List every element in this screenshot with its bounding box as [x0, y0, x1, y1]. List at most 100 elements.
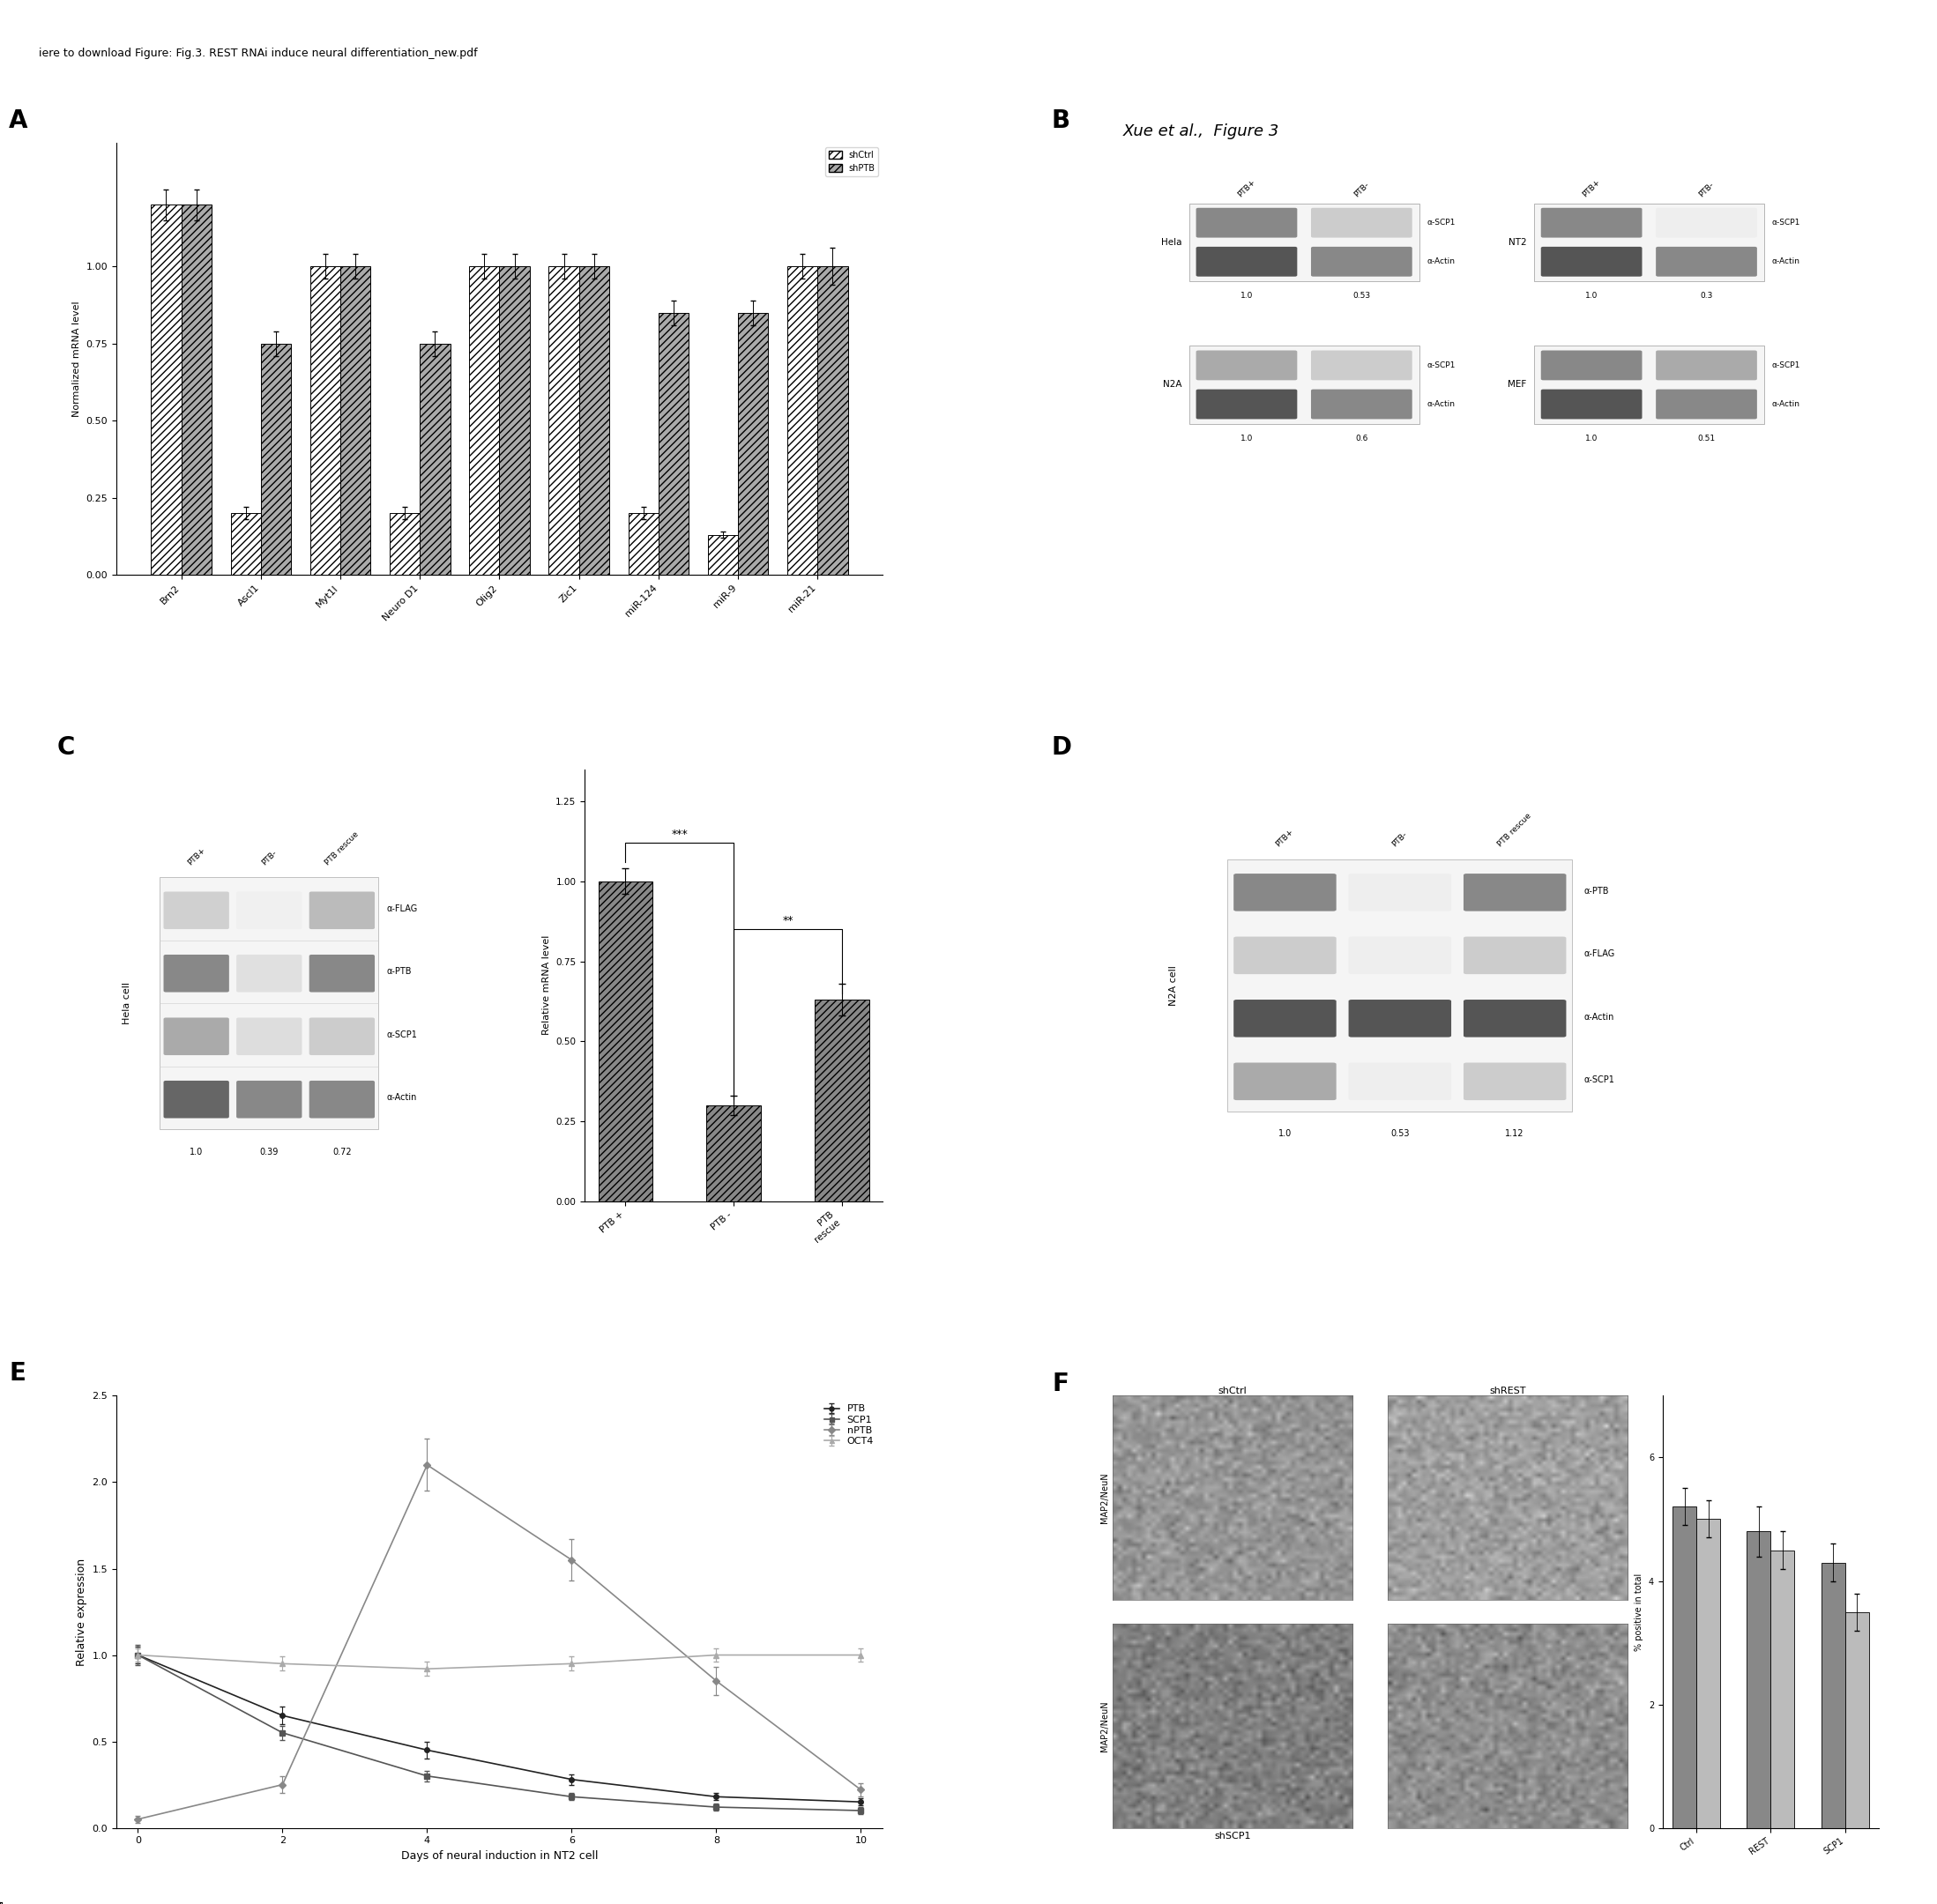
- Bar: [1747, 1531, 1770, 1828]
- Text: α-PTB: α-PTB: [387, 967, 413, 977]
- Text: ***: ***: [672, 828, 688, 840]
- FancyBboxPatch shape: [1195, 208, 1298, 238]
- FancyBboxPatch shape: [1656, 208, 1757, 238]
- Bar: [1770, 1550, 1794, 1828]
- FancyBboxPatch shape: [161, 878, 378, 1129]
- FancyBboxPatch shape: [1311, 350, 1412, 381]
- Y-axis label: Normalized mRNA level: Normalized mRNA level: [72, 301, 81, 417]
- Text: α-SCP1: α-SCP1: [387, 1030, 416, 1040]
- Bar: [659, 312, 690, 575]
- FancyBboxPatch shape: [1656, 388, 1757, 419]
- Text: α-Actin: α-Actin: [1428, 257, 1455, 265]
- Title: shREST: shREST: [1490, 1386, 1526, 1396]
- FancyBboxPatch shape: [1464, 1062, 1567, 1101]
- FancyBboxPatch shape: [1234, 874, 1337, 912]
- FancyBboxPatch shape: [1195, 350, 1298, 381]
- FancyBboxPatch shape: [1534, 204, 1765, 282]
- Text: 0.51: 0.51: [1697, 434, 1716, 442]
- Legend: shCtrl, shPTB: shCtrl, shPTB: [825, 147, 877, 175]
- Text: PTB rescue: PTB rescue: [323, 830, 360, 866]
- Text: 1.0: 1.0: [1240, 434, 1253, 442]
- Text: α-FLAG: α-FLAG: [1584, 950, 1615, 958]
- FancyBboxPatch shape: [236, 1081, 302, 1118]
- Bar: [628, 514, 659, 575]
- FancyBboxPatch shape: [1534, 347, 1765, 423]
- Text: MEF: MEF: [1507, 381, 1526, 388]
- X-axis label: Days of neural induction in NT2 cell: Days of neural induction in NT2 cell: [401, 1851, 599, 1862]
- Text: 1.0: 1.0: [190, 1148, 203, 1156]
- Text: α-SCP1: α-SCP1: [1772, 219, 1799, 227]
- FancyBboxPatch shape: [163, 891, 229, 929]
- FancyBboxPatch shape: [163, 1017, 229, 1055]
- Text: D: D: [1052, 735, 1071, 760]
- FancyBboxPatch shape: [1348, 874, 1451, 912]
- FancyBboxPatch shape: [310, 1017, 374, 1055]
- Text: B: B: [1052, 109, 1069, 133]
- Bar: [261, 343, 291, 575]
- Text: N2A cell: N2A cell: [1170, 965, 1178, 1005]
- FancyBboxPatch shape: [1189, 347, 1420, 423]
- Bar: [310, 267, 341, 575]
- Text: α-FLAG: α-FLAG: [387, 904, 418, 914]
- Text: α-Actin: α-Actin: [387, 1093, 416, 1102]
- Legend: PTB, SCP1, nPTB, OCT4: PTB, SCP1, nPTB, OCT4: [821, 1401, 877, 1449]
- FancyBboxPatch shape: [163, 954, 229, 992]
- Bar: [231, 514, 261, 575]
- FancyBboxPatch shape: [1189, 204, 1420, 282]
- Text: 0.72: 0.72: [333, 1148, 351, 1156]
- Title: shCtrl: shCtrl: [1218, 1386, 1247, 1396]
- Bar: [599, 882, 653, 1201]
- Text: PTB+: PTB+: [1581, 179, 1602, 198]
- Text: 1.0: 1.0: [1584, 434, 1598, 442]
- X-axis label: shSCP1: shSCP1: [1214, 1832, 1251, 1841]
- FancyBboxPatch shape: [1234, 1000, 1337, 1038]
- FancyBboxPatch shape: [1234, 1062, 1337, 1101]
- Bar: [815, 1000, 870, 1201]
- Text: PTB+: PTB+: [1275, 828, 1296, 849]
- FancyBboxPatch shape: [1311, 388, 1412, 419]
- Text: C: C: [58, 735, 76, 760]
- Bar: [707, 535, 738, 575]
- Text: 0.53: 0.53: [1391, 1129, 1410, 1139]
- FancyBboxPatch shape: [236, 1017, 302, 1055]
- Text: 1.12: 1.12: [1505, 1129, 1524, 1139]
- Y-axis label: % positive in total: % positive in total: [1635, 1573, 1645, 1651]
- Text: A: A: [10, 109, 27, 133]
- FancyBboxPatch shape: [1542, 350, 1643, 381]
- FancyBboxPatch shape: [163, 1081, 229, 1118]
- Text: PTB-: PTB-: [1391, 830, 1408, 849]
- FancyBboxPatch shape: [1311, 248, 1412, 276]
- FancyBboxPatch shape: [310, 954, 374, 992]
- Bar: [786, 267, 817, 575]
- Text: iere to download Figure: Fig.3. REST RNAi induce neural differentiation_new.pdf: iere to download Figure: Fig.3. REST RNA…: [39, 48, 478, 59]
- FancyBboxPatch shape: [1311, 208, 1412, 238]
- Text: α-Actin: α-Actin: [1584, 1013, 1614, 1021]
- Text: α-SCP1: α-SCP1: [1428, 362, 1455, 369]
- Text: Hela cell: Hela cell: [122, 982, 132, 1024]
- Bar: [1672, 1506, 1697, 1828]
- Y-axis label: Relative expression: Relative expression: [76, 1557, 87, 1666]
- FancyBboxPatch shape: [1656, 248, 1757, 276]
- Bar: [1821, 1563, 1846, 1828]
- Bar: [500, 267, 529, 575]
- Bar: [389, 514, 420, 575]
- Text: α-Actin: α-Actin: [1428, 400, 1455, 407]
- Text: 0.6: 0.6: [1356, 434, 1368, 442]
- Text: 1.0: 1.0: [1584, 291, 1598, 299]
- FancyBboxPatch shape: [1542, 208, 1643, 238]
- FancyBboxPatch shape: [310, 1081, 374, 1118]
- Text: 1.0: 1.0: [1240, 291, 1253, 299]
- Text: α-Actin: α-Actin: [1772, 257, 1799, 265]
- Bar: [707, 1106, 761, 1201]
- FancyBboxPatch shape: [1656, 350, 1757, 381]
- Text: PTB rescue: PTB rescue: [1497, 811, 1534, 849]
- Bar: [548, 267, 579, 575]
- FancyBboxPatch shape: [1195, 388, 1298, 419]
- FancyBboxPatch shape: [236, 954, 302, 992]
- Text: 0.3: 0.3: [1701, 291, 1712, 299]
- FancyBboxPatch shape: [310, 891, 374, 929]
- Bar: [182, 204, 211, 575]
- Bar: [1697, 1519, 1720, 1828]
- FancyBboxPatch shape: [1348, 1000, 1451, 1038]
- Bar: [151, 204, 182, 575]
